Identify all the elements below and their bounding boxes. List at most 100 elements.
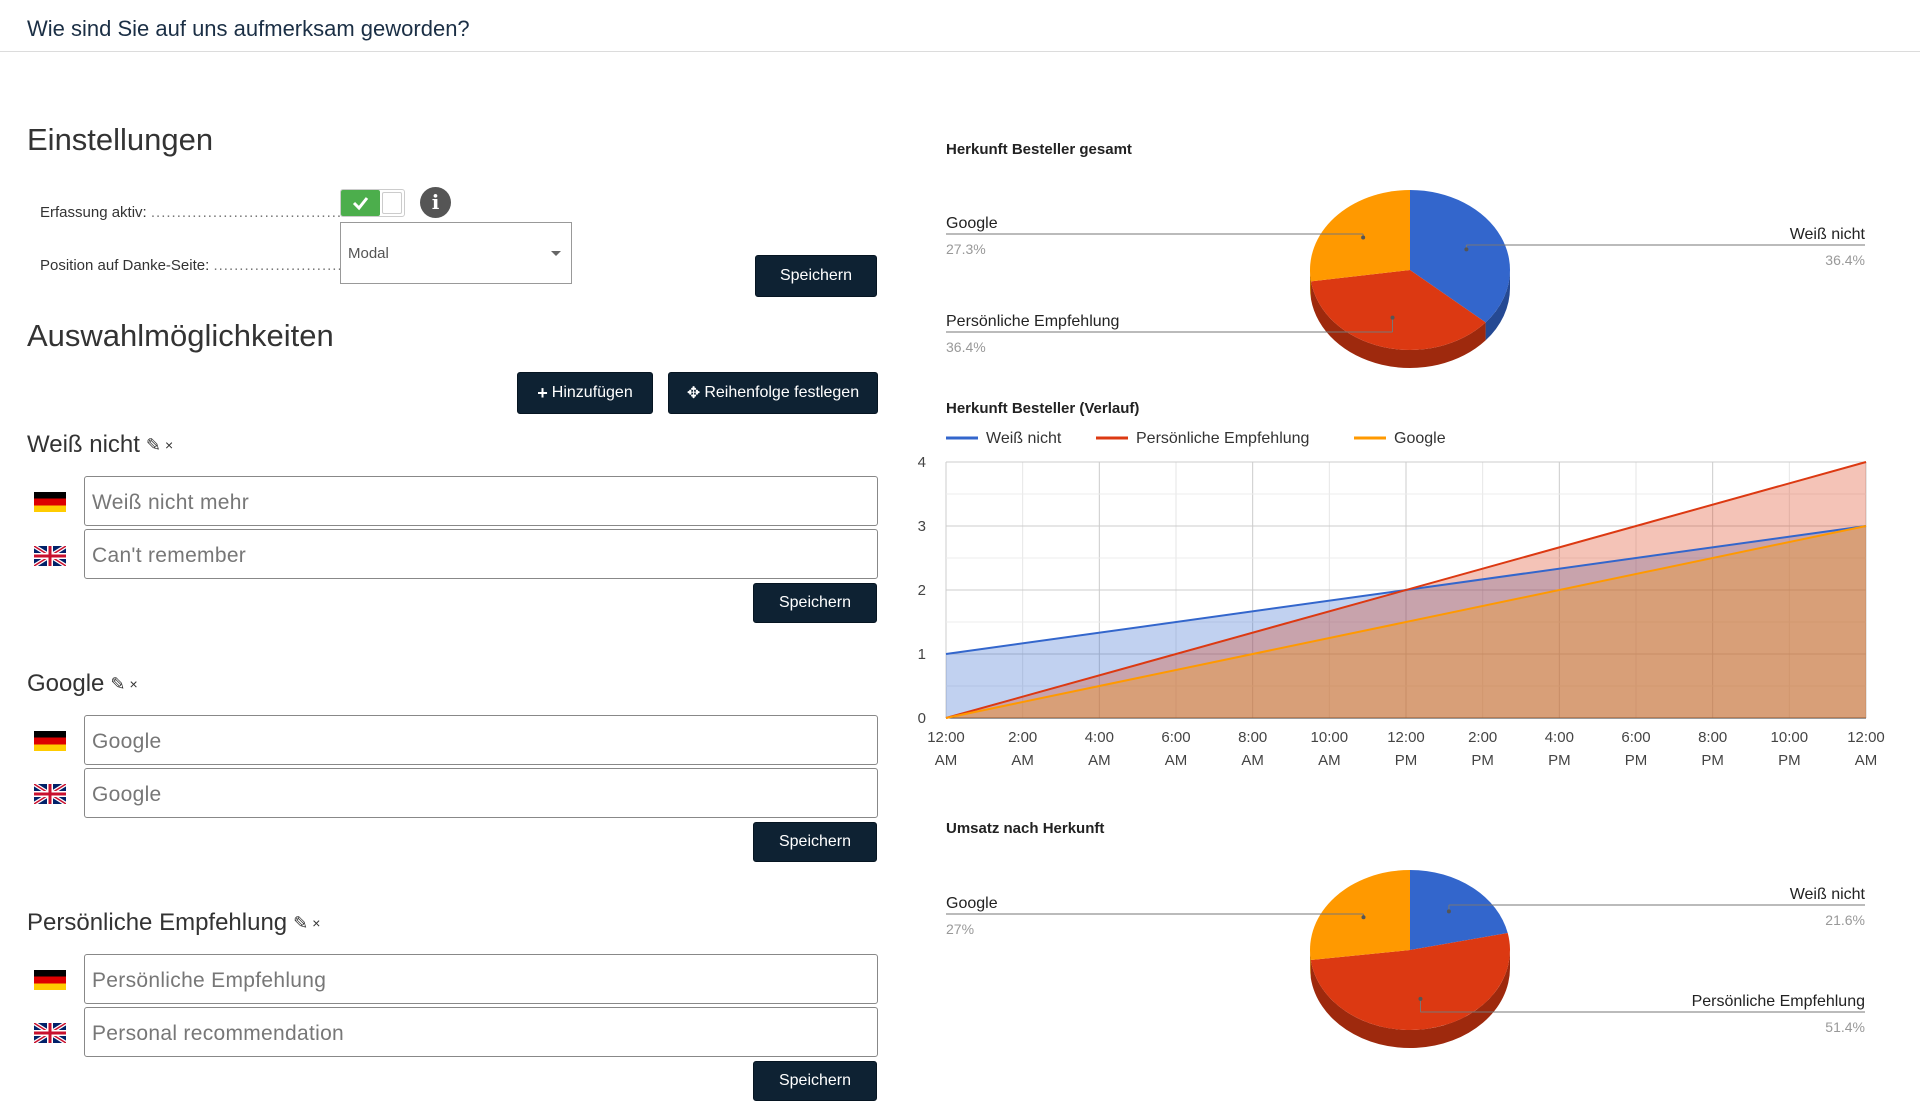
option-title-weiss-nicht: Weiß nicht ✎ × [27, 431, 174, 458]
option-title-persoenliche-empfehlung: Persönliche Empfehlung ✎ × [27, 909, 321, 936]
option-1-save-button[interactable]: Speichern [753, 583, 877, 623]
option-1-en-input[interactable]: Can't remember [84, 529, 878, 579]
x-tick-label: PM [1548, 752, 1571, 769]
pie-slice-wei-nicht [1410, 190, 1510, 323]
pie-value-label: 36.4% [946, 339, 986, 355]
settings-heading: Einstellungen [27, 122, 214, 157]
x-tick-label: 10:00 [1311, 729, 1349, 746]
y-tick-label: 2 [918, 582, 926, 599]
y-tick-label: 0 [918, 710, 926, 727]
pie-slice-side [1310, 950, 1510, 1048]
x-tick-label: PM [1778, 752, 1801, 769]
option-3-save-button[interactable]: Speichern [753, 1061, 877, 1101]
x-tick-label: 10:00 [1771, 729, 1809, 746]
flag-uk-icon [34, 546, 66, 566]
option-3-de-input[interactable]: Persönliche Empfehlung [84, 954, 878, 1004]
pie-label: Weiß nicht [1790, 226, 1866, 243]
pie-value-label: 51.4% [1825, 1019, 1865, 1035]
y-tick-label: 3 [918, 518, 926, 535]
settings-save-button[interactable]: Speichern [755, 255, 877, 297]
pie-slice-pers-nliche-empfehlung [1310, 933, 1510, 1031]
option-2-de-input[interactable]: Google [84, 715, 878, 765]
pie-value-label: 27.3% [946, 241, 986, 257]
option-title-google: Google ✎ × [27, 670, 138, 697]
x-tick-label: 12:00 [1847, 729, 1885, 746]
x-tick-label: 8:00 [1238, 729, 1267, 746]
flag-germany-icon [34, 492, 66, 512]
add-option-label: Hinzufügen [551, 384, 633, 401]
x-tick-label: PM [1625, 752, 1648, 769]
pie-chart-total-orders: Weiß nicht 36.4% Persönliche Empfehlung 36.… [946, 190, 1866, 368]
set-order-button[interactable]: ✥ Reihenfolge festlegen [668, 372, 878, 414]
pie-label: Weiß nicht [1790, 886, 1866, 903]
close-icon[interactable]: × [129, 676, 138, 692]
pie-leader-dot [1464, 247, 1469, 252]
position-select-value: Modal [348, 245, 389, 262]
capture-active-toggle[interactable] [340, 189, 405, 217]
area-chart-title: Herkunft Besteller (Verlauf) [946, 400, 1140, 417]
pie-chart-2-title: Umsatz nach Herkunft [946, 820, 1105, 837]
pie-value-label: 27% [946, 921, 974, 937]
option-2-save-button[interactable]: Speichern [753, 822, 877, 862]
x-tick-label: 6:00 [1621, 729, 1650, 746]
pie-slice-google [1310, 870, 1410, 961]
pie-leader-dot [1418, 996, 1423, 1001]
option-2-en-input[interactable]: Google [84, 768, 878, 818]
info-icon[interactable]: i [420, 187, 451, 218]
capture-active-label: Erfassung aktiv: .......................… [40, 204, 344, 221]
area-chart-orders-over-time: Weiß nicht Persönliche Empfehlung Google12… [918, 430, 1885, 769]
close-icon[interactable]: × [312, 915, 321, 931]
close-icon[interactable]: × [165, 437, 174, 453]
options-heading: Auswahlmöglichkeiten [27, 318, 334, 353]
page-header: Wie sind Sie auf uns aufmerksam geworden… [0, 0, 1920, 52]
check-icon [352, 197, 369, 211]
x-tick-label: 4:00 [1545, 729, 1574, 746]
pie-value-label: 36.4% [1825, 252, 1865, 268]
position-select[interactable]: Modal [340, 222, 572, 284]
x-tick-label: PM [1471, 752, 1494, 769]
x-tick-label: AM [1241, 752, 1264, 769]
x-tick-label: PM [1701, 752, 1724, 769]
edit-icon[interactable]: ✎ [110, 673, 126, 694]
pie-leader-dot [1361, 915, 1366, 920]
x-tick-label: 6:00 [1161, 729, 1190, 746]
x-tick-label: AM [1165, 752, 1188, 769]
pie-chart-1-title: Herkunft Besteller gesamt [946, 141, 1132, 158]
pie-slice-side [1485, 270, 1510, 341]
flag-germany-icon [34, 731, 66, 751]
pie-slice-side [1310, 270, 1312, 300]
pie-leader-dot [1446, 909, 1451, 914]
pie-label: Persönliche Empfehlung [946, 313, 1119, 330]
pie-slice-side [1311, 281, 1486, 368]
edit-icon[interactable]: ✎ [293, 912, 309, 933]
chevron-down-icon [551, 251, 561, 256]
legend-label: Google [1394, 430, 1446, 447]
pie-label: Google [946, 215, 998, 232]
pie-slice-pers-nliche-empfehlung [1311, 270, 1486, 350]
x-tick-label: PM [1395, 752, 1418, 769]
pie-value-label: 21.6% [1825, 912, 1865, 928]
pie-chart-revenue: Weiß nicht 21.6% Persönliche Empfehlung 51.… [946, 870, 1866, 1048]
y-tick-label: 1 [918, 646, 926, 663]
pie-slice-google [1310, 190, 1410, 282]
set-order-label: Reihenfolge festlegen [704, 384, 860, 401]
edit-icon[interactable]: ✎ [145, 434, 162, 455]
option-1-de-input[interactable]: Weiß nicht mehr [84, 476, 878, 526]
option-3-en-input[interactable]: Personal recommendation [84, 1007, 878, 1057]
pie-leader-dot [1361, 235, 1366, 240]
x-tick-label: AM [1011, 752, 1033, 769]
x-tick-label: AM [935, 752, 958, 769]
position-label: Position auf Danke-Seite: ..............… [40, 257, 344, 274]
plus-icon: + [537, 382, 548, 403]
x-tick-label: 12:00 [927, 729, 965, 746]
x-tick-label: 12:00 [1387, 729, 1425, 746]
pie-label: Google [946, 895, 998, 912]
x-tick-label: AM [1855, 752, 1878, 769]
pie-leader-dot [1390, 315, 1395, 320]
add-option-button[interactable]: + Hinzufügen [517, 372, 653, 414]
legend-label: Weiß nicht [986, 430, 1062, 447]
x-tick-label: 4:00 [1085, 729, 1114, 746]
x-tick-label: 2:00 [1008, 729, 1037, 746]
move-icon: ✥ [686, 385, 701, 402]
page-title: Wie sind Sie auf uns aufmerksam geworden… [27, 16, 470, 41]
